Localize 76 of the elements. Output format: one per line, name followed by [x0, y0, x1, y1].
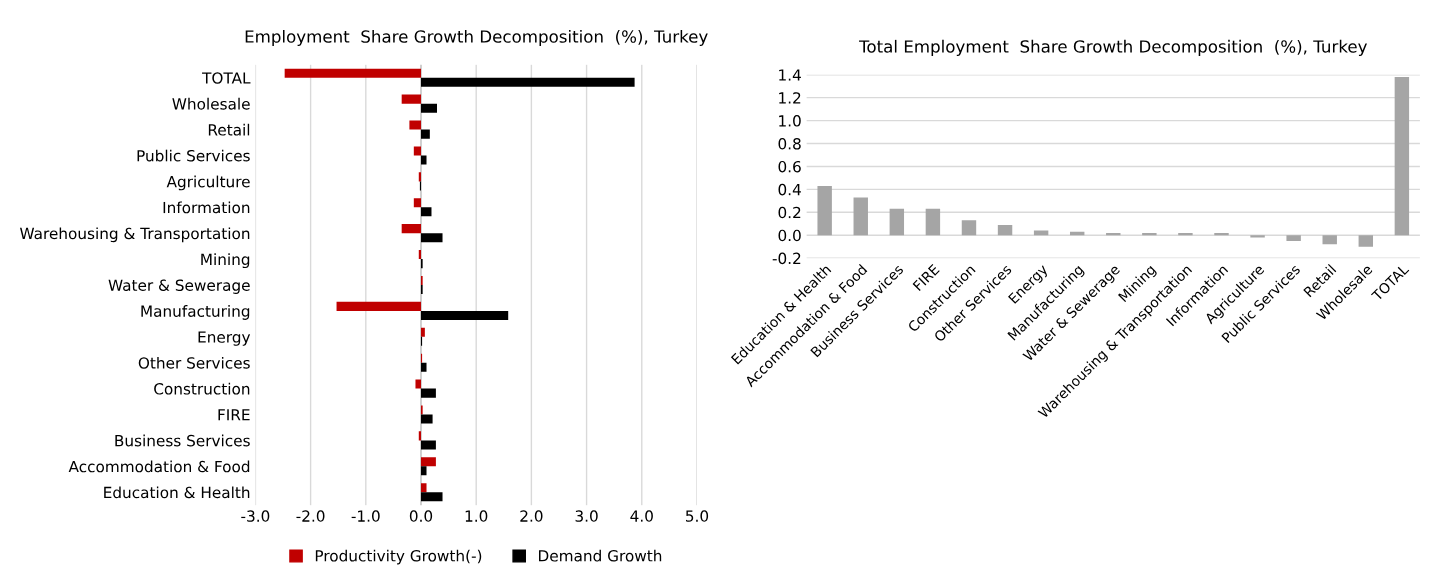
bar: [418, 172, 421, 182]
y-tick-label: Accommodation & Food: [68, 460, 250, 473]
bar: [421, 129, 430, 139]
y-tick-label: Warehousing & Transportation: [20, 227, 250, 243]
x-tick-label: -2.0: [296, 510, 325, 522]
bar: [1322, 235, 1337, 245]
bar: [1394, 77, 1410, 236]
bar: [421, 492, 443, 502]
x-tick-label: -1.0: [351, 510, 380, 522]
bar: [284, 68, 421, 78]
x-tick-label: 0.0: [409, 510, 433, 522]
bar: [401, 224, 421, 234]
bar: [853, 197, 868, 236]
bar: [421, 233, 443, 243]
bar: [401, 94, 421, 104]
chart-title: Employment Share Growth Decomposition (%), Turkey: [245, 29, 708, 47]
y-tick-label: 0.2: [778, 206, 801, 219]
chart-title: Total Employment Share Growth Decomposition (%), Turkey: [859, 39, 1367, 56]
y-tick-label: Information: [163, 201, 250, 214]
y-tick-label: Public Services: [137, 149, 250, 162]
y-tick-label: Business Services: [115, 434, 250, 447]
bar: [1358, 235, 1374, 247]
y-tick-label: 0.0: [778, 229, 801, 242]
x-tick-label: 5.0: [686, 510, 709, 522]
bar: [1250, 235, 1265, 238]
x-tick-label: 2.0: [520, 510, 543, 522]
bar: [421, 440, 436, 450]
bar: [415, 379, 421, 389]
y-tick-label: 1.2: [779, 92, 801, 104]
bar: [409, 120, 421, 130]
bar: [413, 146, 421, 156]
bar: [336, 301, 421, 311]
y-tick-label: 1.4: [779, 69, 801, 81]
y-tick-label: 1.0: [779, 115, 801, 127]
y-tick-label: Education & Health: [104, 486, 250, 499]
bar: [421, 457, 436, 467]
bar: [1178, 232, 1193, 236]
bar: [889, 208, 905, 236]
bar: [997, 224, 1013, 236]
y-tick-label: 0.4: [778, 183, 801, 196]
y-tick-label: Mining: [201, 253, 250, 269]
bar: [1142, 232, 1157, 236]
bar: [421, 155, 427, 165]
bar: [421, 327, 425, 337]
bar: [817, 185, 832, 236]
y-tick-label: TOTAL: [202, 72, 251, 84]
bar: [961, 220, 977, 236]
legend-label: Demand Growth: [539, 549, 662, 562]
y-tick-label: Retail: [208, 123, 250, 136]
x-tick-label: 1.0: [465, 510, 488, 522]
bar: [421, 483, 427, 493]
bar: [418, 250, 421, 260]
bar: [418, 431, 421, 441]
y-tick-label: 0.6: [778, 160, 801, 173]
bar: [1286, 235, 1301, 241]
bar: [421, 388, 436, 398]
bar: [421, 414, 433, 424]
x-tick-label: 3.0: [575, 510, 598, 522]
y-tick-label: 0.8: [778, 137, 801, 150]
x-tick-label: -3.0: [241, 510, 270, 522]
y-tick-label: Construction: [154, 382, 250, 395]
bar: [421, 77, 635, 87]
bar: [421, 362, 427, 372]
y-tick-label: Wholesale: [172, 97, 250, 110]
bar: [421, 207, 432, 217]
bar: [413, 198, 421, 208]
bar: [925, 208, 941, 236]
legend-label: Productivity Growth(-): [315, 549, 482, 565]
bar: [421, 103, 437, 113]
y-tick-label: Agriculture: [166, 175, 250, 191]
bar: [421, 310, 509, 320]
bar: [421, 466, 427, 476]
bar: [1214, 232, 1229, 236]
y-tick-label: -0.2: [772, 252, 801, 265]
y-tick-label: FIRE: [218, 409, 250, 421]
x-tick-label: 4.0: [630, 510, 653, 522]
